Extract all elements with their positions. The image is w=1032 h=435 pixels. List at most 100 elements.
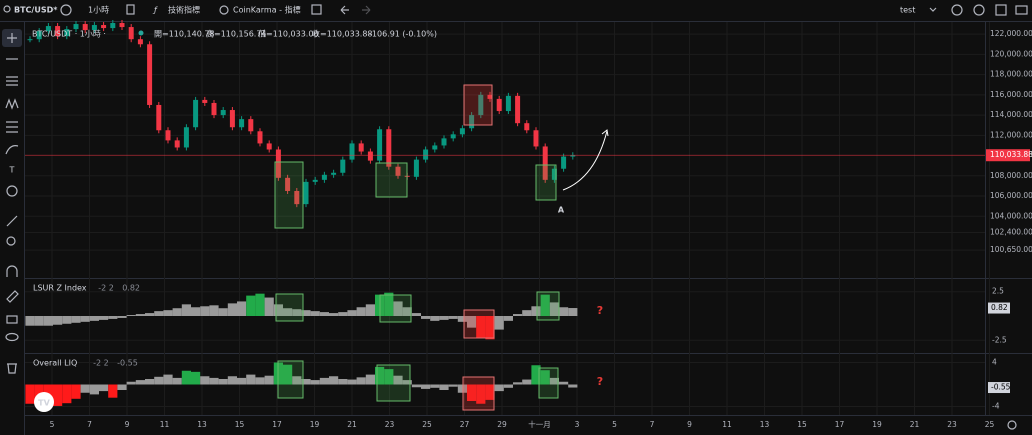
candle: [294, 190, 300, 205]
grid: [25, 22, 990, 415]
candle: [496, 98, 502, 112]
forecast-arrowhead: [601, 129, 609, 137]
candle: [561, 156, 567, 169]
fullscreen-button[interactable]: [995, 4, 1007, 16]
time-tick-label: 9: [125, 420, 130, 429]
indicator-bar: [347, 310, 357, 316]
text-tool[interactable]: T: [9, 166, 15, 175]
indicator-bar: [89, 316, 99, 321]
indicator-bar: [448, 316, 458, 319]
visibility-tool[interactable]: [5, 332, 19, 342]
time-tick-label: 17: [835, 420, 845, 429]
indicator-bar: [356, 377, 366, 385]
brush-tool[interactable]: [5, 145, 19, 155]
settings-button[interactable]: [973, 4, 985, 16]
indicator-bar: [71, 316, 81, 323]
indicator-bar: [209, 305, 219, 316]
interval-button[interactable]: 1小時: [88, 6, 109, 15]
indicator-bar: [540, 294, 550, 316]
remove-tool[interactable]: [7, 363, 17, 374]
indicator-bar: [264, 375, 274, 385]
time-tick-label: 5: [50, 420, 55, 429]
layout-dropdown[interactable]: [929, 7, 937, 12]
legend-open: 開=110,140.78: [154, 30, 215, 39]
indicator-value: -0.55: [117, 359, 138, 368]
question-mark: ?: [597, 375, 603, 388]
indicator-bar: [80, 316, 90, 322]
indicator-bar: [457, 316, 467, 322]
top-toolbar: BTC/USD* 1小時 ƒ 技術指標 CoinKarma - 指標 test: [0, 4, 1032, 22]
search-icon[interactable]: [3, 5, 11, 13]
indicator-bar: [402, 307, 412, 316]
indicator-bar: [264, 297, 274, 316]
indicator-bar: [34, 316, 44, 326]
script-button[interactable]: CoinKarma - 指標: [233, 5, 301, 15]
candle: [55, 26, 61, 37]
time-tick-label: 7: [87, 420, 92, 429]
indicator-bar: [457, 384, 467, 393]
time-tick-label: 15: [235, 420, 245, 429]
pattern-tool[interactable]: [5, 98, 19, 110]
indicator-tick-label: 4: [992, 358, 997, 367]
fib-tool[interactable]: [6, 76, 18, 86]
candle: [147, 44, 153, 105]
axis-settings-button[interactable]: [1007, 420, 1017, 430]
chart-type-button[interactable]: [126, 4, 135, 15]
indicator-bar: [292, 309, 302, 316]
indicator-bar: [448, 384, 458, 387]
candle: [358, 143, 364, 152]
undo-button[interactable]: [340, 5, 349, 15]
price-tick-label: 108,000.00: [990, 171, 1032, 180]
snapshot-button[interactable]: [1015, 5, 1028, 15]
candle: [193, 99, 199, 128]
layout-name[interactable]: test: [900, 6, 915, 15]
indicator-bar: [568, 308, 578, 316]
measure-tool[interactable]: [6, 215, 18, 227]
time-tick-label: 23: [947, 420, 957, 429]
time-tick-label: 17: [272, 420, 282, 429]
zoom-tool[interactable]: [6, 236, 16, 246]
candle: [505, 95, 511, 112]
drawing-mode-tool[interactable]: [6, 290, 19, 303]
last-price-label: 110,033.88: [990, 150, 1032, 159]
time-tick-label: 9: [687, 420, 692, 429]
redo-button[interactable]: [362, 5, 371, 15]
time-tick-label: 13: [197, 420, 207, 429]
time-tick-label: 21: [347, 420, 357, 429]
indicator-bar: [135, 380, 145, 385]
alert-button[interactable]: [951, 4, 963, 16]
indicator-bar: [154, 376, 164, 385]
forecast-tool[interactable]: [6, 121, 18, 133]
indicators-button[interactable]: 技術指標: [168, 5, 200, 15]
indicator-bar: [145, 313, 155, 316]
indicator-bar: [237, 301, 247, 316]
candle: [202, 99, 208, 103]
highlight-box: [538, 367, 559, 399]
layout-grid-button[interactable]: [311, 4, 322, 15]
indicator-bar: [62, 316, 72, 324]
symbol-button[interactable]: BTC/USD*: [14, 6, 58, 15]
emoji-tool[interactable]: [6, 185, 18, 197]
candle: [515, 95, 521, 124]
indicator-bar: [191, 307, 201, 316]
price-tick-label: 116,000.00: [990, 90, 1032, 99]
indicator-bar: [145, 379, 155, 385]
indicator-bar: [71, 384, 81, 399]
fx-icon: ƒ: [152, 6, 158, 15]
indicator-bar: [108, 384, 118, 398]
indicator-bar: [384, 292, 394, 316]
indicator-bar: [181, 304, 191, 316]
candle: [413, 159, 419, 177]
candle: [524, 123, 530, 131]
last-price-tag: [986, 149, 1030, 162]
lock-tool[interactable]: [6, 315, 18, 324]
legend-change: -106.91 (-0.10%): [369, 30, 437, 39]
indicator-bar: [467, 384, 477, 401]
magnet-tool[interactable]: [6, 265, 18, 277]
candle: [303, 181, 309, 205]
indicator-bar: [283, 364, 293, 385]
add-symbol-button[interactable]: [60, 4, 72, 16]
indicator-bar: [411, 384, 421, 388]
candle: [91, 25, 97, 31]
indicator-tick-label: 2.5: [992, 287, 1004, 296]
